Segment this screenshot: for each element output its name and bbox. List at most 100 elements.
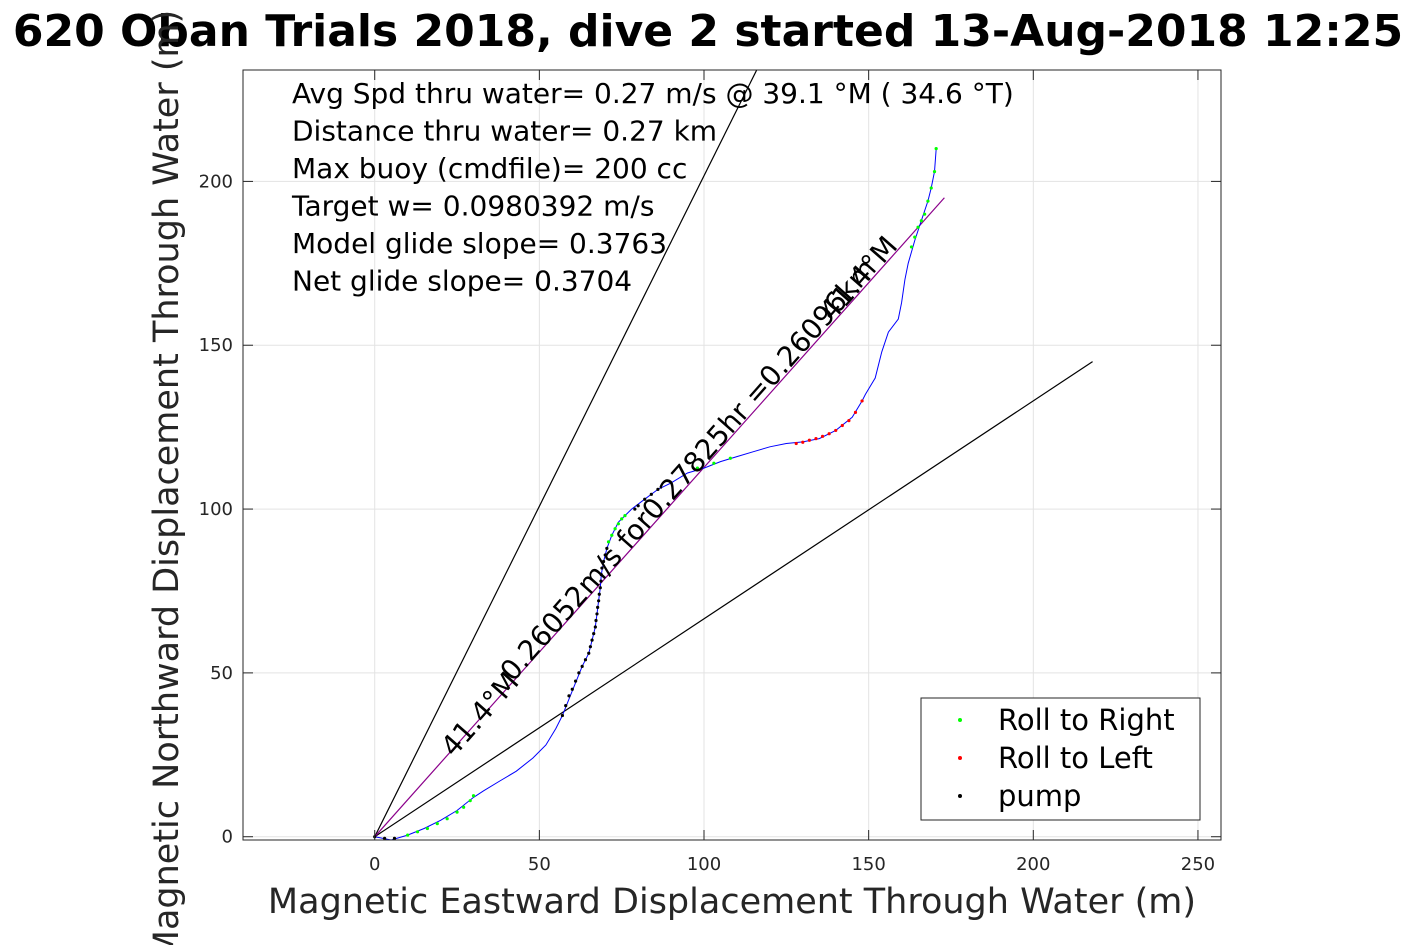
legend-box — [920, 697, 1201, 821]
roll-to-right-point — [909, 245, 914, 249]
roll-to-left-point — [853, 410, 858, 415]
x-tick-label: 200 — [1016, 854, 1050, 875]
pump-point — [601, 559, 606, 564]
roll-to-right-point — [913, 235, 917, 239]
roll-to-left-point — [801, 440, 805, 444]
stat-line: Target w= 0.0980392 m/s — [291, 190, 654, 223]
axes-frame — [242, 69, 1222, 841]
roll-to-right-point — [929, 186, 933, 190]
pump-point — [570, 687, 574, 691]
roll-to-right-point — [623, 514, 627, 518]
roll-to-left-point — [827, 432, 831, 436]
pump-point — [649, 492, 653, 496]
stat-line: Max buoy (cmdfile)= 200 cc — [292, 152, 687, 185]
roll-to-right-point — [613, 527, 617, 531]
roll-to-right-point — [926, 199, 930, 203]
heading-line — [374, 197, 945, 838]
x-tick-label: 0 — [369, 854, 380, 875]
roll-to-right-point — [695, 466, 700, 470]
pump-point — [598, 586, 602, 590]
pump-point — [592, 631, 596, 636]
net-glide-slope-line — [374, 361, 1093, 838]
roll-to-right-point — [445, 817, 449, 821]
roll-to-left-point — [807, 438, 811, 442]
legend-label-pump: pump — [998, 779, 1081, 813]
pump-point — [599, 579, 603, 583]
plot-area: 0 50 100 150 200 250 0 50 100 150 200 — [199, 69, 1222, 875]
roll-to-right-point — [616, 522, 620, 526]
roll-to-right-point — [455, 810, 459, 814]
stat-line: Model glide slope= 0.3763 — [292, 227, 667, 260]
pump-point — [597, 599, 601, 603]
pump-point — [583, 658, 588, 662]
chart-title: 620 Oban Trials 2018, dive 2 started 13-… — [13, 6, 1403, 57]
pump-point — [564, 704, 568, 708]
roll-to-left-point — [794, 441, 798, 446]
legend-label-roll-to-left: Roll to Left — [998, 741, 1153, 775]
pump-point — [560, 713, 565, 718]
pump-point — [597, 592, 601, 596]
x-tick-label: 50 — [528, 854, 551, 875]
legend-marker-roll-to-right — [958, 718, 962, 722]
pump-point — [577, 671, 581, 675]
legend-marker-roll-to-left — [958, 756, 962, 760]
roll-to-right-point — [934, 147, 938, 151]
roll-to-right-point — [919, 219, 923, 223]
roll-to-right-point — [415, 830, 420, 834]
roll-to-right-point — [620, 517, 624, 521]
markers — [373, 147, 938, 840]
roll-to-left-point — [820, 434, 825, 438]
x-tick-label: 150 — [851, 854, 885, 875]
legend-marker-pump — [958, 794, 962, 798]
legend: Roll to Right Roll to Left pump — [920, 697, 1201, 821]
roll-to-right-point — [712, 461, 716, 465]
x-tick-label: 250 — [1181, 854, 1215, 875]
roll-to-right-point — [610, 533, 614, 537]
pump-point — [605, 546, 609, 550]
pump-point — [588, 645, 593, 649]
roll-to-left-point — [834, 428, 838, 433]
roll-to-right-point — [932, 169, 937, 174]
stat-line: Net glide slope= 0.3704 — [292, 265, 632, 298]
pump-point — [596, 605, 600, 609]
pump-point — [573, 679, 578, 683]
y-tick-label: 0 — [222, 827, 233, 848]
roll-to-right-point — [471, 794, 476, 798]
pump-point — [382, 836, 387, 840]
stat-line: Avg Spd thru water= 0.27 m/s @ 39.1 °M (… — [292, 77, 1014, 110]
x-tick-label: 100 — [687, 854, 721, 875]
pump-point — [567, 694, 571, 698]
axis-ticks: 0 50 100 150 200 250 0 50 100 150 200 — [199, 70, 1221, 875]
pump-point — [633, 507, 637, 511]
pump-point — [599, 572, 603, 577]
stat-line: Distance thru water= 0.27 km — [292, 115, 717, 148]
roll-to-left-point — [840, 423, 844, 428]
track-line — [374, 148, 937, 841]
pump-point — [595, 612, 599, 616]
roll-to-right-point — [606, 540, 611, 544]
roll-to-right-point — [435, 822, 439, 826]
y-tick-label: 200 — [199, 171, 233, 192]
pump-point — [392, 836, 397, 840]
roll-to-left-point — [860, 399, 864, 403]
pump-point — [643, 497, 647, 501]
roll-to-left-point — [814, 437, 818, 441]
roll-to-right-point — [406, 833, 410, 837]
pump-point — [636, 504, 640, 508]
pump-point — [580, 664, 584, 668]
x-axis-label: Magnetic Eastward Displacement Through W… — [268, 882, 1196, 922]
grid — [243, 70, 1221, 840]
y-tick-label: 50 — [210, 663, 233, 684]
y-axis-label: Magnetic Northward Displacement Through … — [147, 10, 187, 945]
roll-to-right-point — [468, 799, 472, 803]
stats-text-block: Avg Spd thru water= 0.27 m/s @ 39.1 °M (… — [291, 77, 1014, 298]
pump-point — [587, 651, 591, 655]
pump-point — [603, 553, 607, 557]
legend-label-roll-to-right: Roll to Right — [998, 703, 1175, 737]
y-tick-label: 150 — [199, 335, 233, 356]
roll-to-right-point — [425, 826, 430, 831]
roll-to-right-point — [462, 805, 466, 809]
reference-lines — [374, 70, 1093, 838]
roll-to-right-point — [923, 212, 927, 216]
roll-to-right-point — [728, 456, 732, 460]
